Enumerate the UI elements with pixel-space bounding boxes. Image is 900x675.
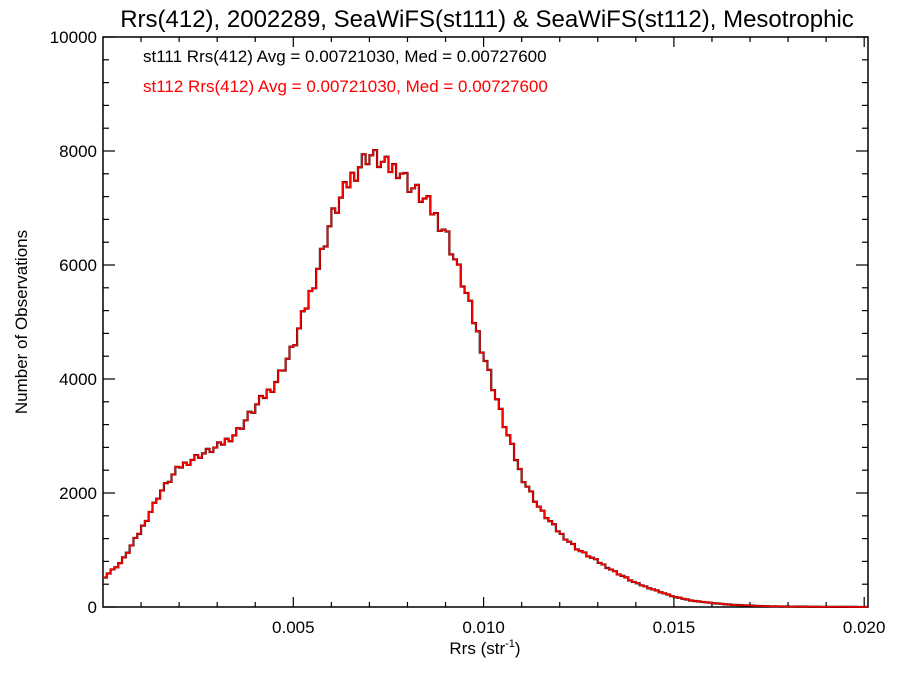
series-line-st111 xyxy=(103,148,868,609)
x-tick-label: 0.005 xyxy=(272,618,315,637)
y-tick-label: 4000 xyxy=(59,370,97,389)
plot-frame xyxy=(102,36,869,608)
chart-title: Rrs(412), 2002289, SeaWiFS(st111) & SeaW… xyxy=(120,6,854,33)
x-tick-label: 0.020 xyxy=(843,618,886,637)
y-tick-label: 10000 xyxy=(50,28,97,47)
tick-labels: 0.005 0.010 0.015 0.020 0 2000 4000 6000 8000 100… xyxy=(50,28,886,637)
series-layer xyxy=(103,148,868,609)
x-axis-label: Rrs (str-1) xyxy=(449,638,520,658)
x-axis-label-main: Rrs (str xyxy=(449,639,505,658)
y-tick-label: 0 xyxy=(88,598,97,617)
x-axis-label-superscript: -1 xyxy=(505,638,515,650)
x-axis-label-close: ) xyxy=(515,639,521,658)
y-tick-label: 2000 xyxy=(59,484,97,503)
legend-st111: st111 Rrs(412) Avg = 0.00721030, Med = 0… xyxy=(143,47,547,66)
legend-st112: st112 Rrs(412) Avg = 0.00721030, Med = 0… xyxy=(143,77,548,96)
axis-ticks xyxy=(103,36,868,608)
x-tick-label: 0.015 xyxy=(653,618,696,637)
x-tick-label: 0.010 xyxy=(462,618,505,637)
y-tick-label: 6000 xyxy=(59,256,97,275)
y-axis-label: Number of Observations xyxy=(12,230,31,414)
series-line-st112 xyxy=(103,149,868,608)
y-tick-label: 8000 xyxy=(59,142,97,161)
